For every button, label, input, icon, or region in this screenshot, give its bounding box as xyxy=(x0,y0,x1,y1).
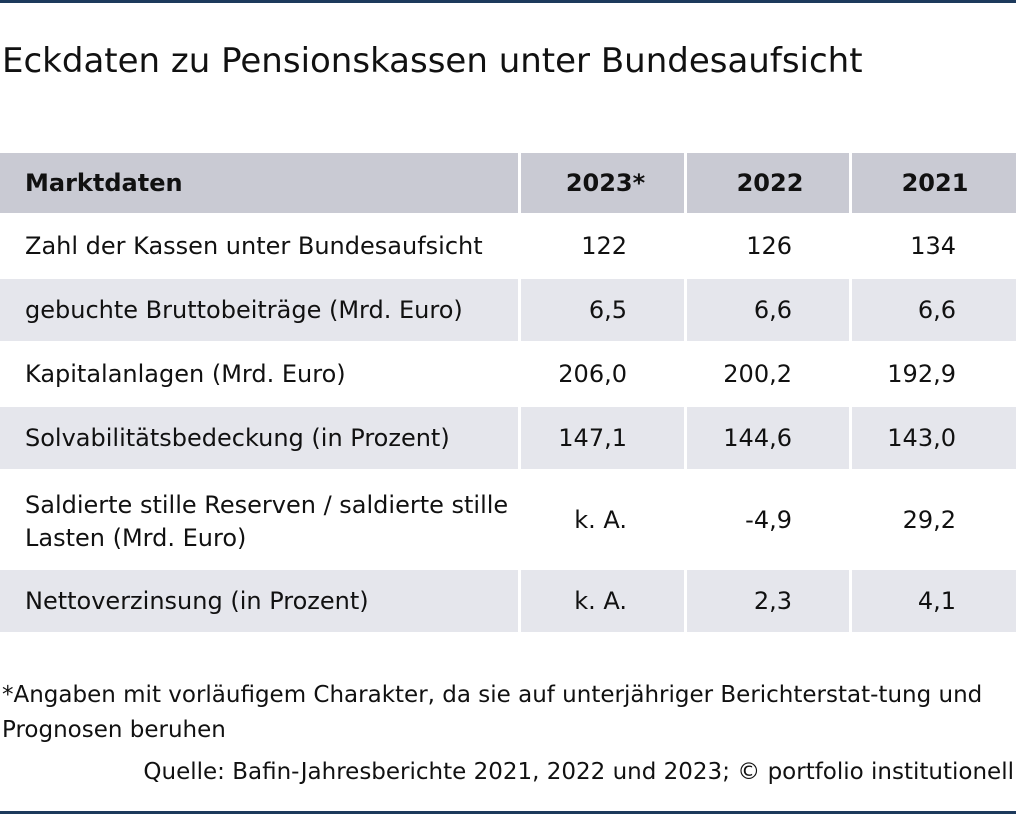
row-label: Kapitalanlagen (Mrd. Euro) xyxy=(25,360,346,388)
value-2022: -4,9 xyxy=(745,505,792,534)
value-2022: 200,2 xyxy=(723,360,792,388)
table-row: Saldierte stille Reserven / saldierte st… xyxy=(0,471,1016,568)
header-cell-marktdaten: Marktdaten xyxy=(0,153,518,213)
value-2023: 206,0 xyxy=(558,360,627,388)
table-row: gebuchte Bruttobeiträge (Mrd. Euro) 6,5 … xyxy=(0,279,1016,341)
value-2021: 6,6 xyxy=(852,279,1016,341)
value-2022: 2,3 xyxy=(687,570,849,632)
table-row: Zahl der Kassen unter Bundesaufsicht 122… xyxy=(0,215,1016,277)
value-2023: k. A. xyxy=(574,505,627,534)
market-data-table: Marktdaten 2023* 2022 2021 Zahl der Kass… xyxy=(0,153,1016,632)
footnote: *Angaben mit vorläufigem Charakter, da s… xyxy=(2,682,983,743)
row-label: Saldierte stille Reserven / saldierte st… xyxy=(25,490,509,552)
row-label: gebuchte Bruttobeiträge (Mrd. Euro) xyxy=(0,279,518,341)
table-header-row: Marktdaten 2023* 2022 2021 xyxy=(0,153,1016,213)
header-cell-2022: 2022 xyxy=(687,153,849,213)
page-title: Eckdaten zu Pensionskassen unter Bundesa… xyxy=(2,41,863,81)
value-2021: 134 xyxy=(910,232,956,260)
row-label: Zahl der Kassen unter Bundesaufsicht xyxy=(25,232,483,260)
value-2022: 6,6 xyxy=(687,279,849,341)
value-2021: 143,0 xyxy=(852,407,1016,469)
value-2021: 4,1 xyxy=(852,570,1016,632)
bottom-rule xyxy=(0,811,1016,814)
value-2023: 147,1 xyxy=(521,407,684,469)
top-rule xyxy=(0,0,1016,3)
value-2023: 6,5 xyxy=(521,279,684,341)
header-cell-2021: 2021 xyxy=(852,153,1016,213)
table-row: Solvabilitätsbedeckung (in Prozent) 147,… xyxy=(0,407,1016,469)
value-2022: 144,6 xyxy=(687,407,849,469)
source-note: Quelle: Bafin-Jahresberichte 2021, 2022 … xyxy=(143,759,1014,785)
value-2023: k. A. xyxy=(521,570,684,632)
value-2021: 192,9 xyxy=(887,360,956,388)
value-2022: 126 xyxy=(746,232,792,260)
table-row: Nettoverzinsung (in Prozent) k. A. 2,3 4… xyxy=(0,570,1016,632)
header-cell-2023: 2023* xyxy=(521,153,684,213)
value-2021: 29,2 xyxy=(902,505,956,534)
row-label: Solvabilitätsbedeckung (in Prozent) xyxy=(0,407,518,469)
row-label: Nettoverzinsung (in Prozent) xyxy=(0,570,518,632)
table-row: Kapitalanlagen (Mrd. Euro) 206,0 200,2 1… xyxy=(0,343,1016,405)
value-2023: 122 xyxy=(581,232,627,260)
